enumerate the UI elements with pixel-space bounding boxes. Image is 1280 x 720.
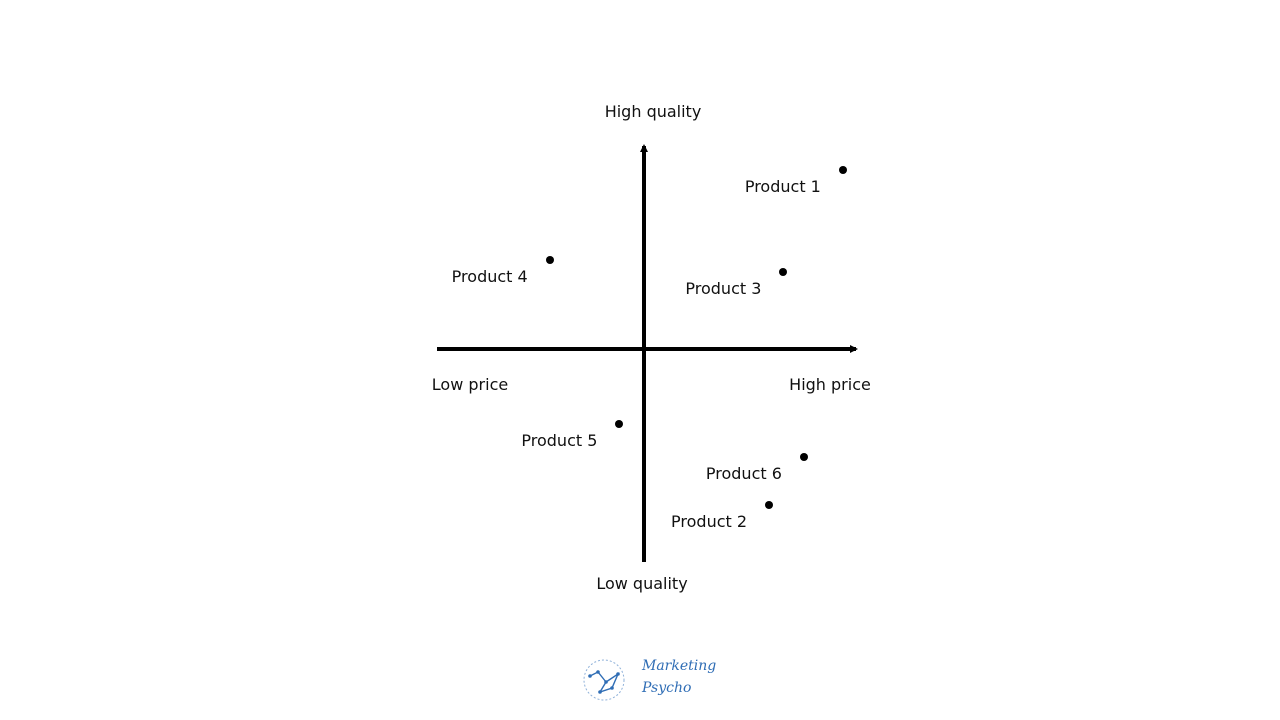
- product-label: Product 2: [671, 512, 748, 532]
- axis-label-high-price: High price: [789, 375, 871, 394]
- product-label: Product 4: [451, 266, 528, 286]
- axis-label-low-price: Low price: [431, 375, 509, 394]
- logo-text-line-1: Marketing: [642, 658, 717, 674]
- product-point: [838, 166, 847, 175]
- product-point: [765, 501, 774, 510]
- brand-logo: Marketing Psycho: [582, 654, 716, 706]
- product-point: [779, 267, 788, 276]
- logo-text-line-2: Psycho: [642, 680, 692, 696]
- axis-label-high-quality: High quality: [604, 102, 702, 121]
- product-point: [615, 420, 624, 429]
- product-label: Product 6: [705, 463, 782, 483]
- product-label: Product 3: [685, 278, 762, 298]
- constellation-globe-icon: [583, 659, 625, 701]
- product-point: [799, 452, 808, 461]
- product-point: [545, 255, 554, 264]
- axis-label-low-quality: Low quality: [596, 574, 688, 593]
- product-label: Product 5: [521, 431, 598, 451]
- product-label: Product 1: [744, 177, 821, 197]
